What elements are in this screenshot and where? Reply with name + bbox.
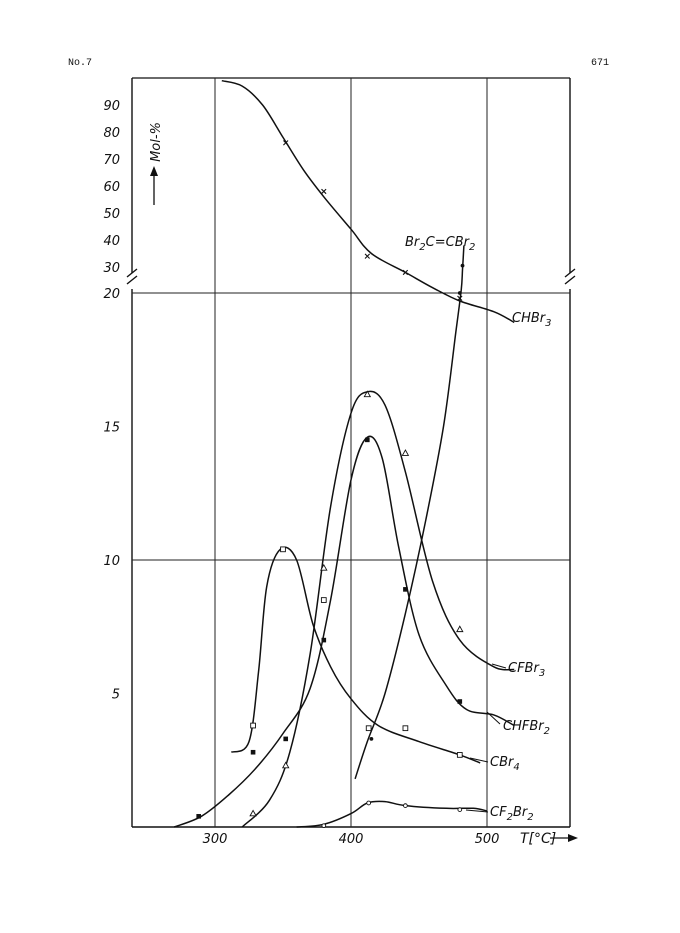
data-point [365, 437, 370, 443]
x-axis-label: T[°C] [520, 831, 556, 847]
series-leader [465, 809, 489, 813]
data-point [283, 736, 289, 742]
series-label-chfbr2: CHFBr2 [503, 719, 550, 737]
data-point [321, 823, 327, 829]
series-line-chbr3 [221, 79, 515, 324]
data-point [364, 253, 371, 259]
data-point [250, 722, 256, 729]
data-point [460, 263, 465, 268]
series-label-cbr4: CBr4 [490, 755, 520, 773]
series-line-cbr4 [230, 546, 481, 764]
series-leader [486, 711, 501, 725]
series-leader [491, 663, 507, 669]
data-point [457, 807, 463, 812]
chart-series [173, 79, 515, 828]
data-point [321, 637, 327, 643]
data-point [363, 390, 372, 398]
y-tick-label: 90 [103, 99, 120, 114]
data-point [321, 188, 327, 195]
data-point [403, 803, 408, 808]
series-line-chfbr2 [173, 435, 515, 828]
data-point [280, 546, 286, 553]
data-point [196, 814, 201, 819]
data-point [403, 587, 408, 592]
series-line-br2c-cbr2 [354, 245, 465, 780]
y-tick-label: 40 [103, 234, 120, 249]
data-point [283, 140, 289, 146]
x-axis-arrowhead [568, 834, 578, 842]
chart-markers [196, 140, 465, 829]
data-point [456, 752, 463, 758]
x-tick-label: 500 [475, 832, 500, 847]
data-point [402, 725, 409, 732]
data-point [320, 563, 328, 571]
chart-grid [132, 78, 570, 827]
y-tick-label: 10 [103, 554, 120, 569]
data-point [366, 800, 372, 806]
data-point [281, 761, 290, 769]
data-point [457, 291, 462, 295]
y-axis-label: Mol-% [149, 122, 164, 162]
y-tick-label: 60 [103, 180, 120, 195]
chart-labels: 300 400 500 5 10 15 20 30 40 50 60 70 80 90 CHBr3 Br2C=… [103, 99, 551, 847]
data-point [250, 749, 256, 755]
data-point [401, 449, 410, 456]
data-point [457, 699, 463, 704]
data-point [457, 295, 463, 302]
series-label-cf2br2: CF2Br2 [490, 805, 534, 823]
series-label-cfbr3: CFBr3 [508, 661, 545, 679]
axis-break-right [564, 268, 576, 285]
x-tick-label: 300 [203, 832, 228, 847]
y-tick-label: 15 [103, 421, 120, 436]
page-number-right: 671 [591, 58, 610, 69]
series-line-cf2br2 [296, 800, 488, 828]
y-tick-label: 50 [103, 207, 120, 222]
y-tick-label: 20 [103, 287, 120, 302]
data-point [249, 809, 257, 817]
y-tick-label: 70 [103, 153, 120, 168]
x-tick-label: 400 [339, 832, 364, 847]
series-label-chbr3: CHBr3 [512, 311, 552, 329]
series-line-cfbr3 [241, 390, 515, 828]
y-tick-label: 5 [112, 688, 120, 703]
data-point [369, 736, 374, 741]
series-leader [469, 757, 489, 763]
series-label-br2c-cbr2: Br2C=CBr2 [405, 235, 475, 253]
axis-break-left [126, 268, 138, 285]
data-point [320, 597, 327, 603]
data-point [402, 269, 409, 276]
data-point [365, 725, 372, 732]
data-point [456, 625, 464, 633]
y-axis-arrowhead [150, 166, 158, 176]
page-number-left: No.7 [68, 58, 93, 69]
y-tick-label: 30 [103, 261, 120, 276]
y-tick-label: 80 [103, 126, 120, 141]
